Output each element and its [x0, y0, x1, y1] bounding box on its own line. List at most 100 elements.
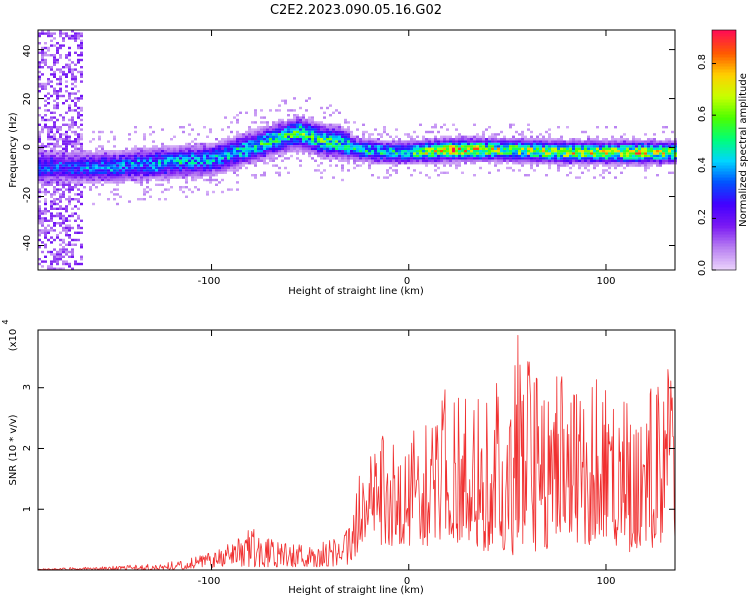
spectrogram-cell: [311, 142, 314, 146]
spectrogram-cell: [194, 169, 197, 172]
spectrogram-cell: [50, 111, 53, 114]
spectrogram-cell: [113, 159, 116, 162]
spectrogram-cell: [167, 157, 170, 160]
colorbar-segment: [712, 192, 736, 196]
spectrogram-cell: [119, 195, 122, 198]
spectrogram-cell: [557, 154, 560, 158]
spectrogram-cell: [89, 186, 92, 189]
spectrogram-cell: [200, 150, 203, 153]
spectrogram-cell: [605, 150, 608, 153]
colorbar-segment: [712, 204, 736, 208]
spectrogram-cell: [71, 150, 74, 153]
spectrogram-cell: [539, 145, 542, 148]
spectrogram-cell: [338, 111, 341, 114]
spectrogram-cell: [317, 128, 320, 131]
spectrogram-cell: [41, 54, 44, 57]
spectrogram-cell: [278, 133, 281, 136]
spectrogram-cell: [275, 147, 278, 150]
spectrogram-cell: [659, 154, 662, 158]
spectrogram-cell: [50, 171, 53, 174]
spectrogram-cell: [509, 152, 512, 155]
spectrogram-cell: [170, 154, 173, 158]
spectrogram-cell: [155, 159, 158, 162]
spectrogram-cell: [464, 140, 467, 143]
spectrogram-cell: [635, 162, 638, 165]
spectrogram-cell: [608, 162, 611, 165]
colorbar-segment: [712, 75, 736, 79]
spectrogram-cell: [653, 138, 656, 141]
spectrogram-cell: [53, 181, 56, 184]
spectrogram-cell: [587, 164, 590, 167]
spectrogram-cell: [470, 159, 473, 162]
spectrogram-cell: [602, 138, 605, 141]
spectrogram-cell: [173, 169, 176, 172]
spectrogram-cell: [77, 114, 80, 117]
spectrogram-cell: [272, 133, 275, 136]
spectrogram-cell: [110, 166, 113, 170]
spectrogram-cell: [578, 150, 581, 153]
spectrogram-cell: [410, 159, 413, 162]
spectrogram-cell: [518, 157, 521, 160]
spectrogram-cell: [458, 159, 461, 162]
spectrogram-cell: [323, 130, 326, 134]
spectrogram-cell: [41, 73, 44, 76]
spectrogram-cell: [71, 178, 74, 182]
spectrogram-cell: [656, 162, 659, 165]
spectrogram-cell: [371, 159, 374, 162]
spectrogram-cell: [80, 190, 83, 194]
colorbar-segment: [712, 81, 736, 85]
spectrogram-cell: [488, 135, 491, 138]
spectrogram-cell: [305, 121, 308, 124]
spectrogram-cell: [188, 169, 191, 172]
spectrogram-cell: [293, 147, 296, 150]
spectrogram-cell: [59, 164, 62, 167]
spectrogram-cell: [386, 147, 389, 150]
spectrogram-cell: [62, 217, 65, 220]
spectrogram-cell: [293, 150, 296, 153]
spectrogram-cell: [512, 145, 515, 148]
spectrogram-cell: [92, 159, 95, 162]
spectrogram-cell: [653, 133, 656, 136]
spectrogram-cell: [80, 157, 83, 160]
spectrogram-cell: [308, 138, 311, 141]
spectrogram-cell: [659, 157, 662, 160]
spectrogram-cell: [527, 150, 530, 153]
spectrogram-cell: [410, 145, 413, 148]
spectrogram-cell: [290, 123, 293, 126]
spectrogram-cell: [491, 142, 494, 146]
spectrogram-cell: [611, 140, 614, 143]
spectrogram-cell: [239, 166, 242, 170]
spectrogram-cell: [164, 178, 167, 182]
spectrogram-cell: [239, 157, 242, 160]
spectrogram-cell: [257, 135, 260, 138]
spectrogram-cell: [620, 138, 623, 141]
spectrogram-cell: [104, 162, 107, 165]
spectrogram-cell: [665, 126, 668, 129]
spectrogram-cell: [131, 162, 134, 165]
spectrogram-cell: [326, 106, 329, 110]
spectrogram-cell: [92, 176, 95, 179]
spectrogram-cell: [509, 166, 512, 170]
spectrogram-cell: [110, 176, 113, 179]
spectrogram-cell: [410, 162, 413, 165]
spectrogram-cell: [41, 265, 44, 268]
spectrogram-cell: [254, 157, 257, 160]
colorbar-segment: [712, 99, 736, 103]
spectrogram-cell: [98, 171, 101, 174]
spectrogram-cell: [41, 157, 44, 160]
spectrogram-cell: [392, 159, 395, 162]
spectrogram-cell: [518, 142, 521, 146]
spectrogram-cell: [260, 138, 263, 141]
spectrogram-cell: [50, 44, 53, 47]
spectrogram-cell: [482, 150, 485, 153]
spectrogram-cell: [287, 147, 290, 150]
spectrogram-cell: [80, 195, 83, 198]
spectrogram-cell: [80, 66, 83, 69]
spectrogram-cell: [251, 121, 254, 124]
spectrogram-cell: [128, 133, 131, 136]
spectrogram-cell: [662, 142, 665, 146]
spectrogram-cell: [122, 171, 125, 174]
spectrogram-cell: [65, 138, 68, 141]
spectrogram-cell: [53, 193, 56, 196]
spectrogram-cell: [458, 152, 461, 155]
